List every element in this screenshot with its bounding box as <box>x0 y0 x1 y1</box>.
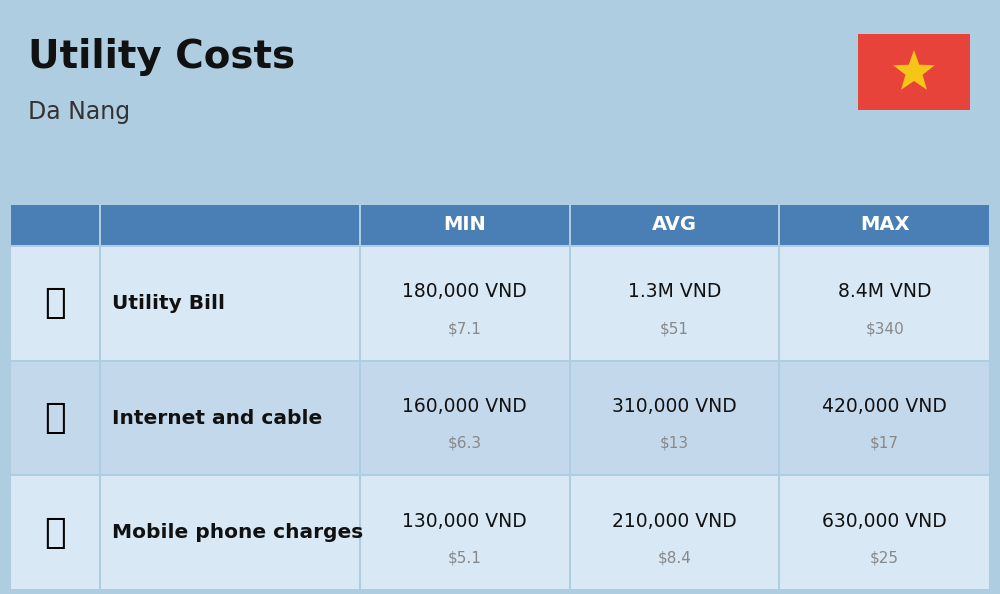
FancyBboxPatch shape <box>11 247 99 359</box>
Text: $25: $25 <box>870 551 899 565</box>
FancyBboxPatch shape <box>101 362 359 475</box>
Text: $13: $13 <box>660 436 689 451</box>
Text: 180,000 VND: 180,000 VND <box>402 282 527 301</box>
FancyBboxPatch shape <box>361 205 569 245</box>
Text: Mobile phone charges: Mobile phone charges <box>112 523 363 542</box>
FancyBboxPatch shape <box>571 205 778 245</box>
Text: 📱: 📱 <box>44 516 66 549</box>
Text: 420,000 VND: 420,000 VND <box>822 397 947 416</box>
Text: 📶: 📶 <box>44 401 66 435</box>
FancyBboxPatch shape <box>101 476 359 589</box>
Text: $6.3: $6.3 <box>448 436 482 451</box>
FancyBboxPatch shape <box>780 362 989 475</box>
FancyBboxPatch shape <box>780 247 989 359</box>
Text: 310,000 VND: 310,000 VND <box>612 397 737 416</box>
Text: 🔌: 🔌 <box>44 286 66 320</box>
Text: $8.4: $8.4 <box>658 551 691 565</box>
FancyBboxPatch shape <box>11 205 99 245</box>
Text: $340: $340 <box>865 321 904 336</box>
FancyBboxPatch shape <box>571 476 778 589</box>
FancyBboxPatch shape <box>361 247 569 359</box>
Text: 8.4M VND: 8.4M VND <box>838 282 931 301</box>
FancyBboxPatch shape <box>361 362 569 475</box>
Text: Utility Bill: Utility Bill <box>112 294 225 313</box>
Text: 160,000 VND: 160,000 VND <box>402 397 527 416</box>
Text: 630,000 VND: 630,000 VND <box>822 511 947 530</box>
FancyBboxPatch shape <box>361 476 569 589</box>
Text: AVG: AVG <box>652 216 697 235</box>
Text: $17: $17 <box>870 436 899 451</box>
Text: MIN: MIN <box>443 216 486 235</box>
FancyBboxPatch shape <box>101 247 359 359</box>
FancyBboxPatch shape <box>858 34 970 110</box>
Polygon shape <box>893 50 935 90</box>
FancyBboxPatch shape <box>101 205 359 245</box>
FancyBboxPatch shape <box>780 476 989 589</box>
FancyBboxPatch shape <box>780 205 989 245</box>
Text: 210,000 VND: 210,000 VND <box>612 511 737 530</box>
Text: Internet and cable: Internet and cable <box>112 409 322 428</box>
Text: 1.3M VND: 1.3M VND <box>628 282 721 301</box>
Text: 130,000 VND: 130,000 VND <box>402 511 527 530</box>
FancyBboxPatch shape <box>571 362 778 475</box>
Text: $5.1: $5.1 <box>448 551 482 565</box>
Text: Da Nang: Da Nang <box>28 100 130 124</box>
Text: $7.1: $7.1 <box>448 321 482 336</box>
FancyBboxPatch shape <box>571 247 778 359</box>
FancyBboxPatch shape <box>11 476 99 589</box>
FancyBboxPatch shape <box>11 362 99 475</box>
Text: MAX: MAX <box>860 216 909 235</box>
Text: Utility Costs: Utility Costs <box>28 38 295 76</box>
Text: $51: $51 <box>660 321 689 336</box>
